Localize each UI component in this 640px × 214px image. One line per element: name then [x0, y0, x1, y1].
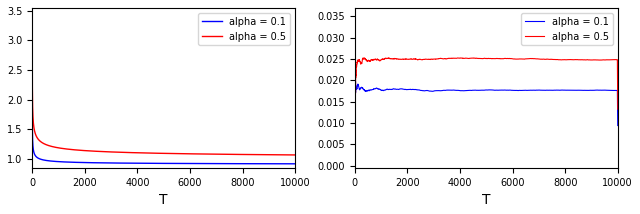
alpha = 0.5 — [29, 122, 37, 124]
alpha = 0.1 — [351, 67, 358, 70]
alpha = 0.1 — [80, 161, 88, 164]
Line: alpha = 0.1: alpha = 0.1 — [355, 41, 618, 126]
X-axis label: T: T — [482, 193, 490, 207]
alpha = 0.5 — [362, 58, 369, 61]
X-axis label: T: T — [159, 193, 168, 207]
alpha = 0.1 — [291, 162, 299, 165]
alpha = 0.5 — [614, 108, 621, 110]
alpha = 0.1 — [600, 89, 607, 91]
alpha = 0.5 — [277, 154, 285, 156]
alpha = 0.1 — [367, 89, 374, 91]
alpha = 0.5 — [352, 72, 360, 75]
alpha = 0.1 — [157, 162, 164, 165]
Line: alpha = 0.5: alpha = 0.5 — [32, 17, 295, 155]
alpha = 0.1 — [44, 159, 52, 162]
alpha = 0.5 — [403, 58, 410, 60]
alpha = 0.1 — [352, 87, 360, 90]
alpha = 0.5 — [291, 154, 299, 156]
alpha = 0.5 — [157, 152, 164, 155]
alpha = 0.5 — [80, 149, 88, 152]
alpha = 0.1 — [614, 124, 621, 127]
alpha = 0.1 — [351, 40, 359, 42]
alpha = 0.5 — [39, 142, 47, 144]
alpha = 0.5 — [28, 15, 36, 18]
Legend: alpha = 0.1, alpha = 0.5: alpha = 0.1, alpha = 0.5 — [521, 13, 613, 45]
alpha = 0.1 — [362, 90, 369, 93]
alpha = 0.1 — [277, 162, 285, 165]
alpha = 0.1 — [479, 89, 487, 91]
alpha = 0.1 — [28, 63, 36, 65]
Legend: alpha = 0.1, alpha = 0.5: alpha = 0.1, alpha = 0.5 — [198, 13, 290, 45]
alpha = 0.5 — [479, 57, 487, 60]
alpha = 0.5 — [44, 144, 52, 147]
alpha = 0.5 — [600, 59, 607, 61]
alpha = 0.1 — [403, 88, 410, 91]
alpha = 0.1 — [39, 159, 47, 161]
Line: alpha = 0.5: alpha = 0.5 — [355, 0, 618, 109]
alpha = 0.5 — [367, 59, 374, 62]
alpha = 0.1 — [29, 149, 37, 151]
Line: alpha = 0.1: alpha = 0.1 — [32, 64, 295, 164]
